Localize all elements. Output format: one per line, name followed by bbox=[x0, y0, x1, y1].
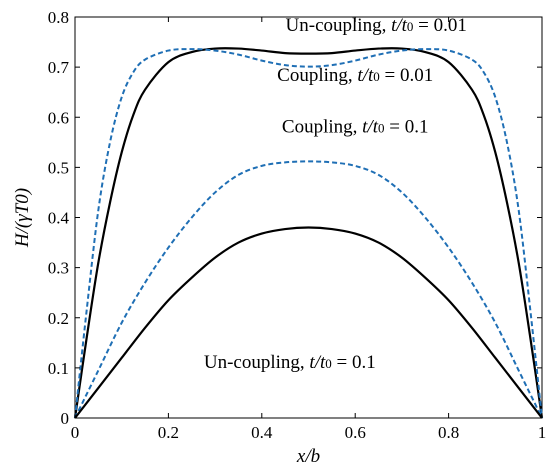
x-tick-label: 0.4 bbox=[251, 423, 273, 442]
y-tick-label: 0.6 bbox=[48, 108, 69, 127]
y-tick-label: 0.8 bbox=[48, 8, 69, 27]
annotation-4: Un-coupling, t/t0 = 0.1 bbox=[204, 352, 376, 373]
series-line-2 bbox=[74, 48, 543, 419]
x-tick-label: 1 bbox=[538, 423, 547, 442]
y-axis-ticks: 0 0.1 0.2 0.3 0.4 0.5 0.6 0.7 0.8 bbox=[48, 8, 542, 428]
y-tick-label: 0.3 bbox=[48, 259, 69, 278]
y-tick-label: 0.2 bbox=[48, 309, 69, 328]
y-tick-label: 0 bbox=[61, 409, 70, 428]
y-tick-label: 0.1 bbox=[48, 359, 69, 378]
x-tick-label: 0.2 bbox=[158, 423, 179, 442]
x-axis-ticks: 0 0.2 0.4 0.6 0.8 1 bbox=[71, 17, 547, 442]
annotation-2: Coupling, t/t0 = 0.01 bbox=[277, 65, 433, 86]
series-layer bbox=[73, 47, 544, 419]
y-tick-label: 0.7 bbox=[48, 58, 70, 77]
x-tick-label: 0.6 bbox=[345, 423, 366, 442]
axis-labels: x/b H/(γT0) bbox=[12, 188, 320, 467]
series-line-4 bbox=[74, 226, 543, 419]
annotation-3: Coupling, t/t0 = 0.1 bbox=[282, 116, 429, 137]
y-tick-label: 0.4 bbox=[48, 209, 70, 228]
series-line-1 bbox=[73, 47, 544, 419]
annotations: Un-coupling, t/t0 = 0.01 Coupling, t/t0 =… bbox=[204, 15, 467, 373]
x-axis-label: x/b bbox=[296, 446, 320, 467]
y-tick-label: 0.5 bbox=[48, 158, 69, 177]
x-tick-label: 0.8 bbox=[438, 423, 459, 442]
y-axis-label: H/(γT0) bbox=[12, 188, 33, 248]
x-tick-label: 0 bbox=[71, 423, 80, 442]
annotation-1: Un-coupling, t/t0 = 0.01 bbox=[286, 15, 467, 36]
series-line-3 bbox=[74, 160, 543, 419]
